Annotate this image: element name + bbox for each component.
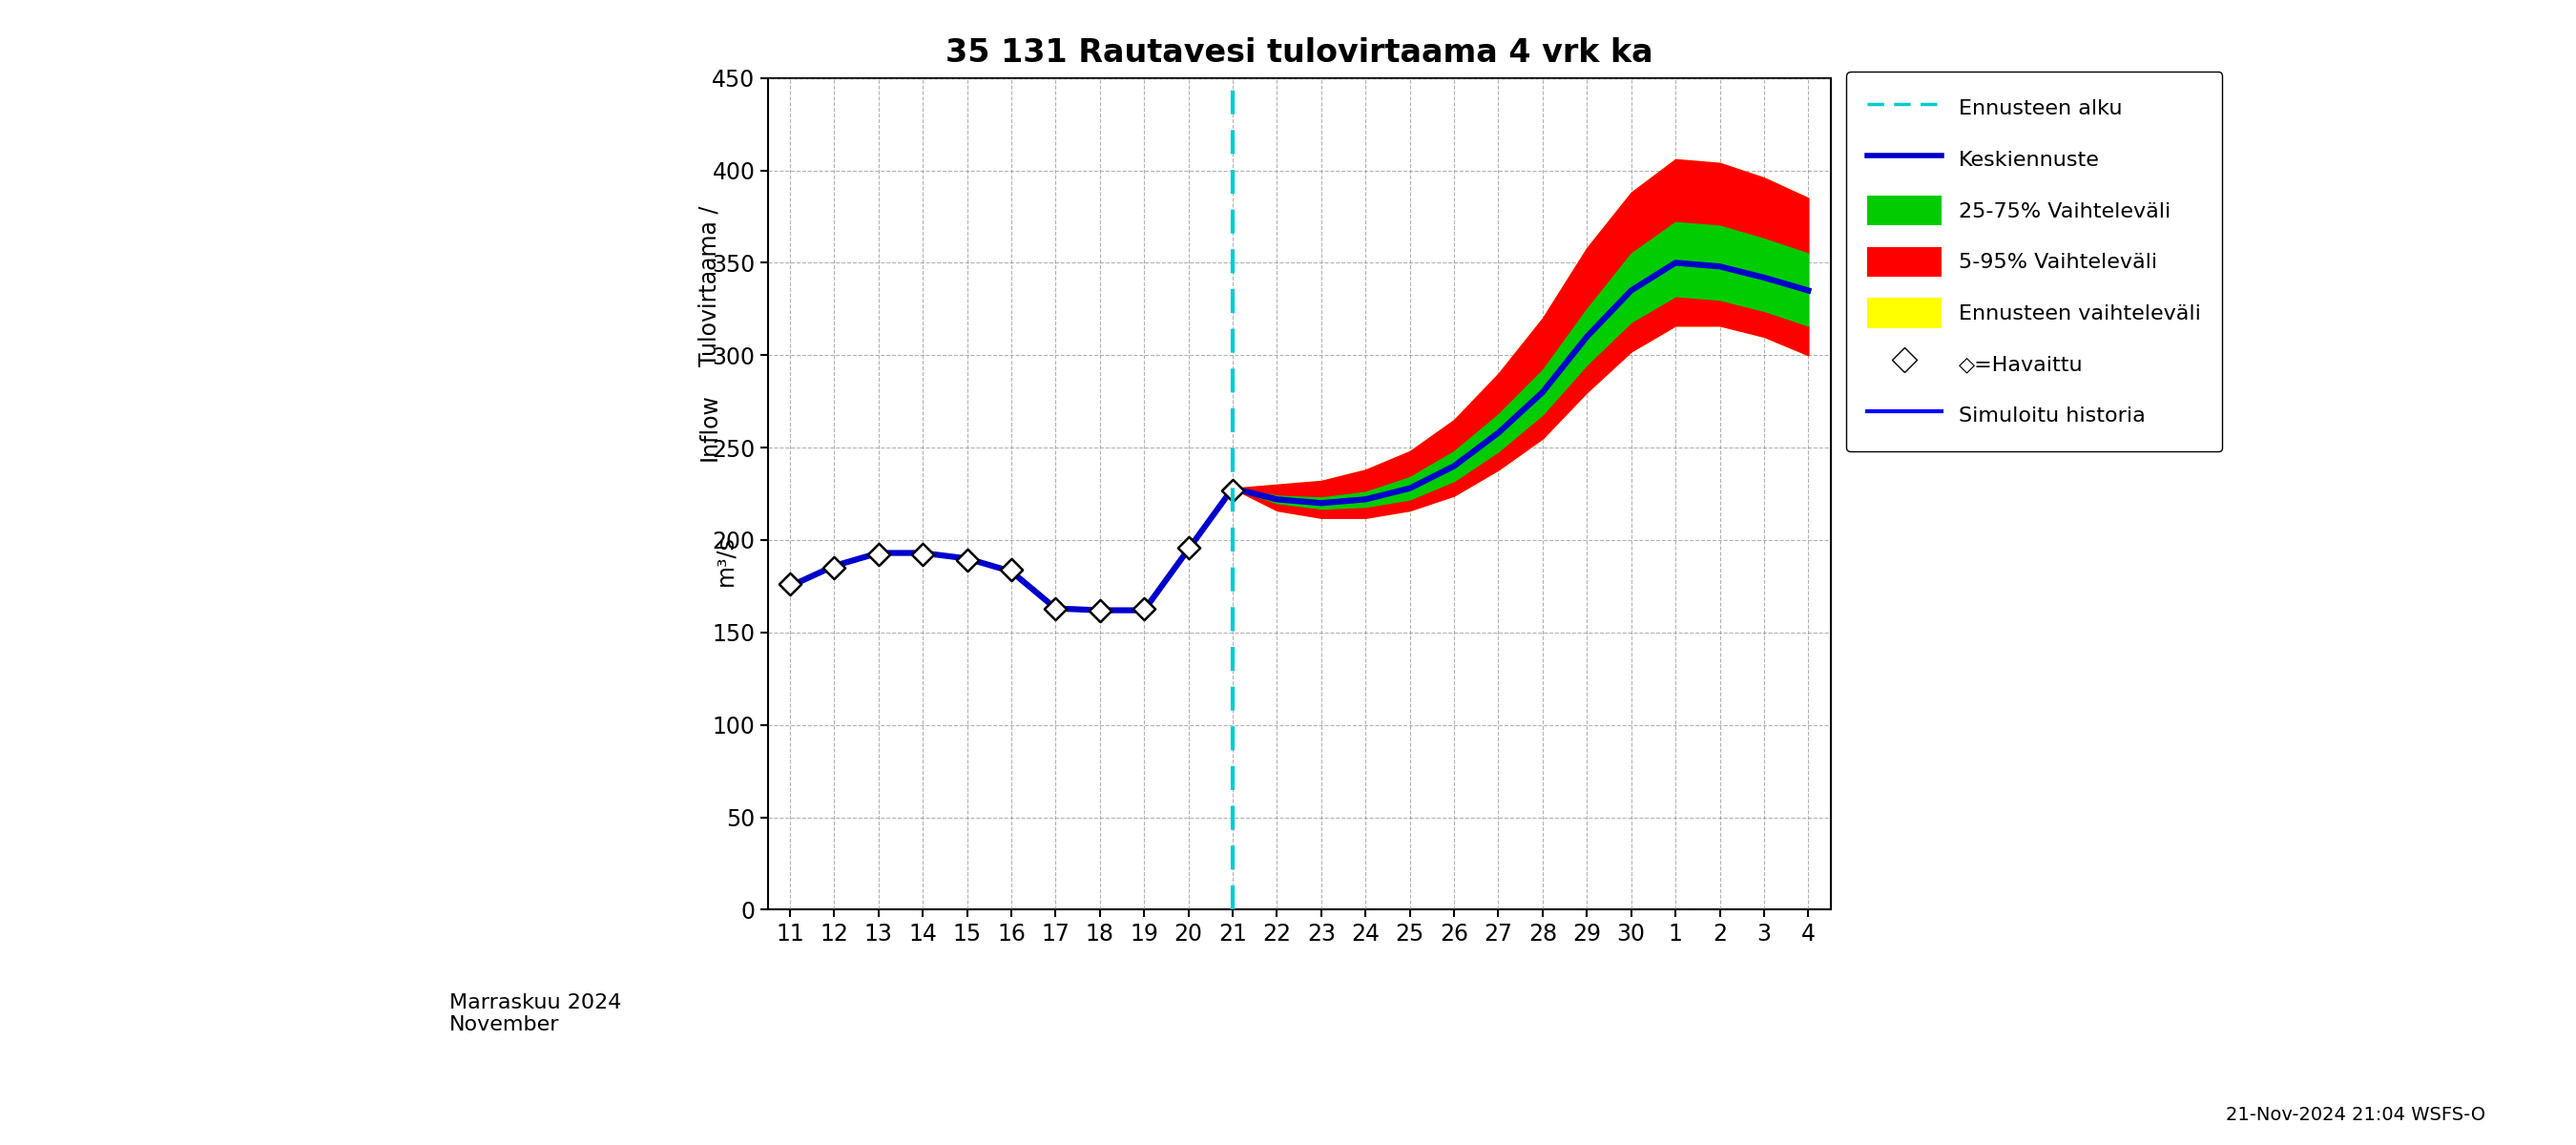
Point — [770, 575, 811, 593]
Point — [1167, 538, 1208, 556]
Text: 21-Nov-2024 21:04 WSFS-O: 21-Nov-2024 21:04 WSFS-O — [2226, 1106, 2486, 1124]
Text: Tulovirtaama /: Tulovirtaama / — [698, 206, 721, 366]
Point — [945, 551, 987, 569]
Point — [814, 559, 855, 577]
Title: 35 131 Rautavesi tulovirtaama 4 vrk ka: 35 131 Rautavesi tulovirtaama 4 vrk ka — [945, 37, 1654, 69]
Point — [902, 546, 943, 564]
Text: m³/s: m³/s — [714, 535, 737, 585]
Point — [1079, 601, 1121, 619]
Point — [1213, 481, 1255, 499]
Legend: Ennusteen alku, Keskiennuste, 25-75% Vaihteleväli, 5-95% Vaihteleväli, Ennusteen: Ennusteen alku, Keskiennuste, 25-75% Vai… — [1847, 72, 2223, 451]
Point — [992, 560, 1033, 578]
Text: Inflow: Inflow — [698, 394, 721, 461]
Point — [858, 546, 899, 564]
Point — [1123, 599, 1164, 617]
Text: Marraskuu 2024
November: Marraskuu 2024 November — [448, 993, 621, 1034]
Point — [1036, 599, 1077, 617]
